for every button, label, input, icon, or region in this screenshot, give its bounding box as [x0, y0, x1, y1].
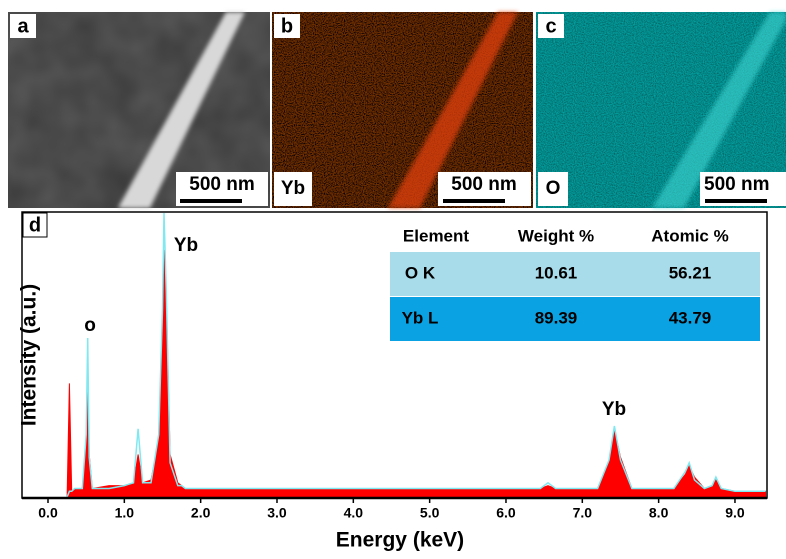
- nanorod: [118, 12, 245, 208]
- element-box: [274, 172, 312, 206]
- table-cell: O K: [405, 263, 436, 282]
- y-axis-label: Intensity (a.u.): [18, 284, 41, 426]
- x-tick-label: 3.0: [267, 505, 287, 521]
- element-label: O: [546, 178, 561, 199]
- nanorod: [652, 12, 786, 208]
- panel-label: b: [281, 15, 293, 37]
- element-label: Yb: [281, 178, 305, 199]
- x-tick-label: 9.0: [725, 505, 745, 521]
- table-cell: 43.79: [669, 308, 712, 327]
- fit-line: [66, 212, 766, 498]
- scale-bar-label: 500 nm: [189, 174, 254, 195]
- scale-bar-label: 500 nm: [704, 174, 769, 195]
- x-tick-label: 4.0: [344, 505, 364, 521]
- panel-a: a 500 nm: [8, 12, 270, 208]
- peak-annotation: Yb: [602, 399, 626, 420]
- panel-label: c: [545, 15, 556, 37]
- panel-label-box: [10, 14, 36, 38]
- x-tick-label: 7.0: [573, 505, 593, 521]
- spectrum: 0.0 1.0 2.0 3.0 4.0 5.0 6.0 7.0 8.0 9.0 o Yb Yb: [22, 212, 767, 521]
- panel-label-box: [274, 14, 300, 38]
- nanorod: [388, 12, 518, 208]
- panel-label-box: [538, 14, 564, 38]
- panel-label-box: [22, 212, 48, 238]
- scale-bar-label: 500 nm: [451, 174, 516, 195]
- composition-table: Element Weight % Atomic % O K 10.61 56.21 Yb L…: [390, 222, 760, 341]
- table-row: [390, 252, 760, 296]
- peak-annotation: o: [84, 315, 96, 336]
- x-tick-label: 0.0: [38, 505, 58, 521]
- x-tick-label: 8.0: [649, 505, 669, 521]
- panel-label: d: [29, 214, 41, 236]
- table-row: [390, 297, 760, 341]
- panel-label: a: [17, 15, 29, 37]
- table-header: Atomic %: [651, 226, 728, 245]
- table-cell: 89.39: [535, 308, 578, 327]
- table-cell: Yb L: [402, 308, 439, 327]
- table-cell: 10.61: [535, 263, 578, 282]
- scale-bar: [180, 199, 242, 203]
- panel-c: c O 500 nm: [536, 12, 786, 208]
- table-cell: 56.21: [669, 263, 712, 282]
- table-row: [390, 222, 760, 252]
- x-tick-label: 1.0: [115, 505, 135, 521]
- panel-b: b Yb 500 nm: [272, 12, 533, 208]
- element-box: [538, 172, 568, 206]
- x-tick-label: 5.0: [420, 505, 440, 521]
- table-header: Weight %: [518, 226, 594, 245]
- table-header: Element: [403, 226, 469, 245]
- x-tick-label: 2.0: [191, 505, 211, 521]
- scale-bar: [705, 199, 767, 203]
- x-tick-label: 6.0: [496, 505, 516, 521]
- scale-bar: [443, 199, 505, 203]
- x-axis-label: Energy (keV): [336, 529, 464, 552]
- peak-annotation: Yb: [174, 235, 198, 256]
